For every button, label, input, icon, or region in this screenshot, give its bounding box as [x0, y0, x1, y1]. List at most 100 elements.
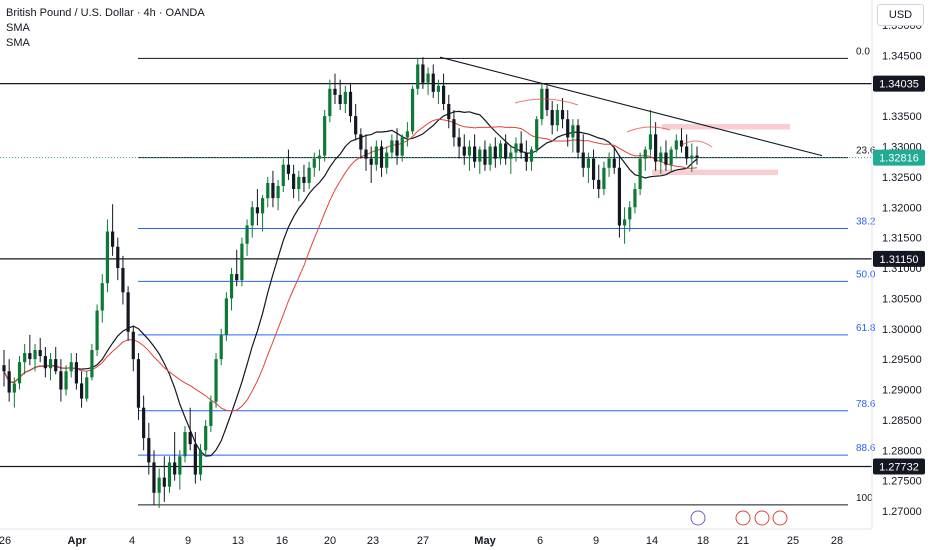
- candle-body: [612, 158, 616, 168]
- candle-body: [338, 94, 342, 104]
- candle-body: [323, 116, 327, 156]
- candle-body: [74, 362, 79, 384]
- time-tick-label: 20: [324, 535, 336, 547]
- support-resistance-zones[interactable]: [652, 124, 790, 176]
- candle-body: [333, 88, 337, 95]
- candle-body: [581, 152, 585, 168]
- candle-body: [12, 383, 16, 393]
- economic-event-icon: [754, 510, 770, 526]
- candle-body: [173, 462, 177, 475]
- candle-body: [348, 91, 353, 117]
- indicator-sma-1[interactable]: SMA: [6, 22, 30, 34]
- time-tick-label: 26: [0, 535, 11, 547]
- candle-body: [669, 149, 673, 165]
- time-tick-label: 14: [646, 535, 658, 547]
- candle-body: [617, 167, 622, 226]
- price-tick-label: 1.29000: [882, 385, 922, 397]
- descending-trendline: [439, 56, 823, 157]
- candle-body: [147, 438, 151, 463]
- candle-body: [7, 371, 11, 393]
- price-tick-label: 1.34500: [882, 50, 922, 62]
- candle-body: [535, 119, 539, 150]
- candle-body: [674, 140, 678, 150]
- candle-body: [622, 219, 627, 226]
- candle-body: [271, 182, 275, 199]
- time-tick-label: 16: [276, 535, 288, 547]
- candle-body: [111, 231, 115, 247]
- price-tick-label: 1.30500: [882, 293, 922, 305]
- time-tick-label: 9: [593, 535, 599, 547]
- candle-body: [292, 173, 296, 190]
- candle-body: [421, 64, 425, 83]
- horizontal-lines[interactable]: [0, 83, 872, 468]
- candle-body: [260, 198, 265, 214]
- candlesticks: [2, 57, 699, 508]
- candle-body: [648, 134, 653, 150]
- fib-label-38.2: 38.2: [856, 217, 876, 228]
- candle-body: [405, 131, 409, 138]
- candle-body: [17, 362, 22, 384]
- candle-body: [245, 225, 249, 244]
- candle-body: [95, 310, 99, 351]
- candle-body: [188, 432, 192, 445]
- fib-label-23.6: 23.6: [856, 146, 876, 157]
- candle-body: [488, 146, 492, 165]
- candle-body: [452, 119, 456, 138]
- candle-body: [457, 137, 461, 147]
- candle-body: [359, 134, 363, 150]
- candle-body: [250, 207, 254, 226]
- price-tick-label: 1.31500: [882, 233, 922, 245]
- candle-body: [395, 140, 399, 156]
- candle-body: [519, 143, 523, 153]
- candle-body: [607, 158, 611, 168]
- candle-body: [571, 125, 575, 138]
- sma-lines: [3, 110, 698, 457]
- candle-body: [121, 268, 125, 293]
- candle-body: [514, 143, 518, 153]
- candle-body: [509, 152, 513, 159]
- candle-body: [524, 152, 528, 162]
- currency-button[interactable]: USD: [877, 4, 924, 26]
- candle-body: [79, 383, 84, 399]
- fibonacci-retracement[interactable]: 0.0 23.6 38.2 50.0 61.8 78.6 88.6 100: [138, 46, 876, 506]
- trendline[interactable]: [439, 56, 823, 157]
- candle-body: [390, 140, 394, 153]
- candle-body: [597, 179, 601, 190]
- sma-slow-line: [3, 118, 698, 412]
- candle-body: [633, 189, 637, 208]
- economic-event-icon: [735, 510, 751, 526]
- candle-body: [28, 353, 32, 360]
- candle-body: [33, 350, 37, 360]
- candle-body: [679, 140, 684, 147]
- fib-label-61.8: 61.8: [856, 323, 876, 334]
- candle-body: [354, 116, 358, 135]
- price-tick-label: 1.30000: [882, 324, 922, 336]
- candle-body: [178, 456, 182, 475]
- candle-body: [90, 350, 94, 378]
- candle-body: [529, 149, 534, 162]
- candle-body: [374, 146, 378, 165]
- candle-body: [467, 146, 472, 156]
- candle-body: [183, 432, 187, 457]
- candle-body: [560, 110, 565, 120]
- time-tick-label: 6: [537, 535, 543, 547]
- candle-body: [426, 73, 430, 83]
- candle-body: [659, 152, 663, 162]
- candle-body: [255, 207, 260, 214]
- time-tick-label: 25: [787, 535, 799, 547]
- chart-title[interactable]: British Pound / U.S. Dollar · 4h · OANDA: [6, 7, 205, 19]
- candle-body: [431, 73, 435, 92]
- candle-body: [312, 158, 316, 168]
- candle-body: [235, 274, 239, 281]
- price-label-1.27732: 1.27732: [879, 462, 919, 474]
- time-tick-label: Apr: [68, 535, 88, 547]
- candle-body: [555, 110, 559, 126]
- support-zone: [652, 169, 778, 176]
- time-tick-label: 9: [185, 535, 191, 547]
- candle-body: [59, 371, 63, 390]
- candle-body: [473, 146, 477, 162]
- last-price-label-bg: [873, 149, 925, 166]
- indicator-sma-2[interactable]: SMA: [6, 37, 30, 49]
